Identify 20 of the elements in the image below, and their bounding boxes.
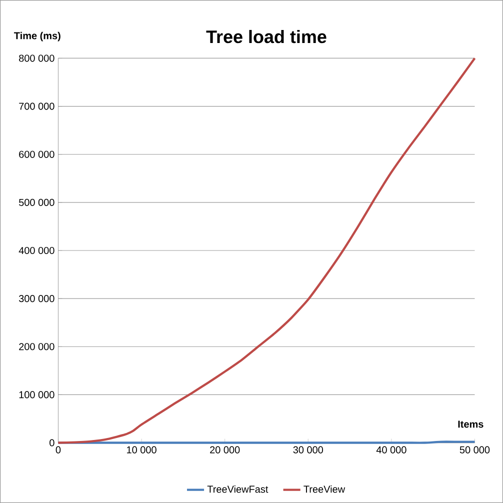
x-tick-label: 20 000 (210, 446, 240, 454)
y-tick-label: 800 000 (19, 54, 54, 62)
y-tick-label: 500 000 (19, 198, 54, 206)
y-tick-label: 400 000 (18, 246, 54, 254)
x-axis-title: Items (458, 420, 484, 428)
x-tick-label: 0 (56, 446, 61, 454)
x-tick-label: 50 000 (460, 446, 490, 454)
x-tick-label: 10 000 (127, 446, 156, 454)
y-axis-title: Time (ms) (14, 32, 60, 42)
y-tick-label: 600 000 (19, 150, 54, 158)
y-tick-label: 300 000 (18, 295, 54, 302)
legend-label: TreeViewFast (207, 485, 268, 493)
y-tick-label: 200 000 (19, 343, 54, 350)
chart-title: Tree load time (206, 30, 326, 44)
x-tick-label: 40 000 (376, 446, 406, 454)
y-tick-label: 700 000 (19, 102, 54, 110)
legend-label: TreeView (304, 485, 346, 493)
y-tick-label: 0 (50, 439, 54, 446)
y-tick-label: 100 000 (19, 391, 54, 398)
x-tick-label: 30 000 (293, 446, 324, 454)
